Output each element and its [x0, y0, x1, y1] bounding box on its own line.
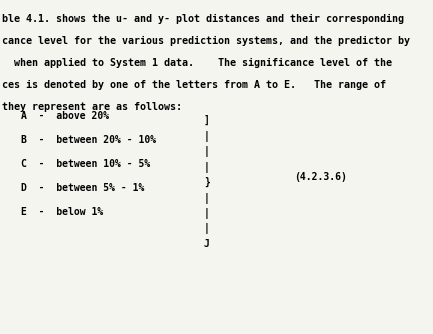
Text: |: |	[204, 208, 210, 219]
Text: |: |	[204, 192, 210, 203]
Text: |: |	[204, 131, 210, 142]
Text: J: J	[204, 239, 210, 249]
Text: (4.2.3.6): (4.2.3.6)	[294, 172, 347, 182]
Text: |: |	[204, 162, 210, 172]
Text: |: |	[204, 146, 210, 157]
Text: they represent are as follows:: they represent are as follows:	[2, 102, 182, 112]
Text: cance level for the various prediction systems, and the predictor by: cance level for the various prediction s…	[2, 36, 410, 46]
Text: ces is denoted by one of the letters from A to E.   The range of: ces is denoted by one of the letters fro…	[2, 80, 386, 90]
Text: E  -  below 1%: E - below 1%	[21, 207, 103, 217]
Text: D  -  between 5% - 1%: D - between 5% - 1%	[21, 183, 144, 193]
Text: B  -  between 20% - 10%: B - between 20% - 10%	[21, 135, 156, 145]
Text: when applied to System 1 data.    The significance level of the: when applied to System 1 data. The signi…	[2, 58, 392, 68]
Text: }: }	[204, 177, 210, 187]
Text: |: |	[204, 223, 210, 234]
Text: A  -  above 20%: A - above 20%	[21, 111, 109, 121]
Text: ble 4.1. shows the u- and y- plot distances and their corresponding: ble 4.1. shows the u- and y- plot distan…	[2, 14, 404, 24]
Text: C  -  between 10% - 5%: C - between 10% - 5%	[21, 159, 150, 169]
Text: ]: ]	[204, 115, 210, 125]
